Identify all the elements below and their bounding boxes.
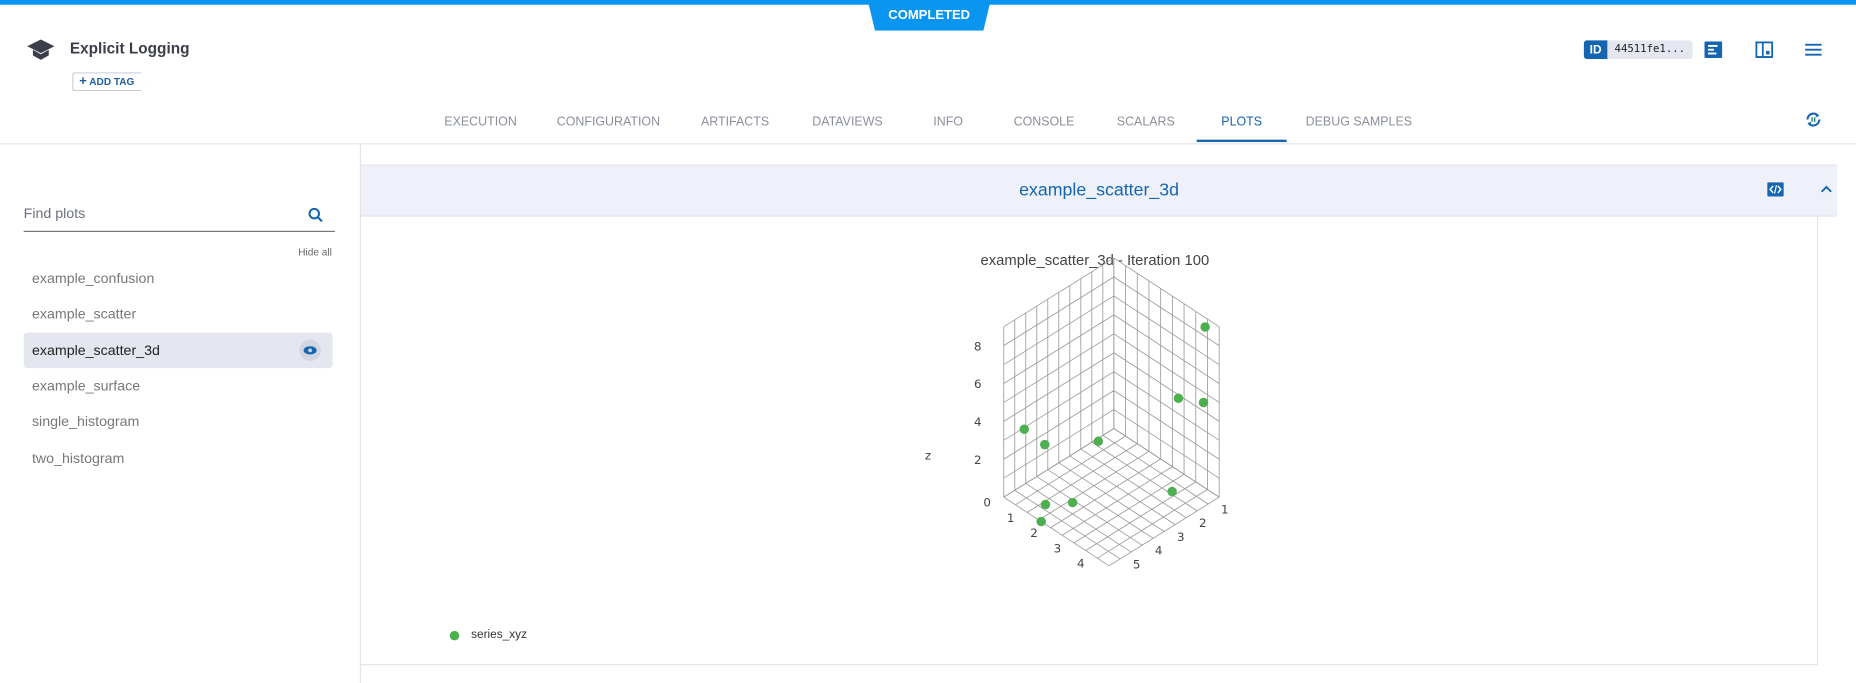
chevron-up-icon[interactable] [1820, 185, 1832, 193]
experiment-title: Explicit Logging [69, 39, 190, 57]
grid-line [1058, 462, 1165, 532]
data-point [1200, 322, 1210, 332]
grid-line [1003, 390, 1115, 460]
data-point [1067, 497, 1078, 508]
plot-card: example_scatter_3d - Iteration 100 serie… [361, 214, 1819, 666]
grid-line [1025, 483, 1132, 553]
grid-line [1014, 489, 1121, 560]
data-point [1167, 486, 1177, 497]
grid-line [1003, 257, 1115, 328]
tab-debug-samples[interactable]: DEBUG SAMPLES [1305, 114, 1413, 130]
grid-line [1091, 441, 1198, 512]
hide-all-link[interactable]: Hide all [298, 246, 332, 259]
tab-plots[interactable]: PLOTS [1221, 114, 1263, 130]
z-tick-label: 4 [974, 415, 982, 429]
grid-line [1036, 476, 1143, 546]
plot-group-title: example_scatter_3d [1019, 179, 1179, 201]
tab-bar: EXECUTION CONFIGURATION ARTIFACTS DATAVI… [0, 102, 1856, 142]
grid-line [1003, 276, 1115, 346]
grid-line [1113, 257, 1220, 328]
x-tick-label: 1 [1007, 511, 1015, 525]
grid-line [1113, 371, 1220, 441]
y-tick-label: 4 [1155, 544, 1163, 558]
eye-icon[interactable] [299, 339, 321, 362]
y-tick-label: 1 [1221, 502, 1229, 516]
tab-info[interactable]: INFO [933, 114, 963, 130]
id-badge[interactable]: ID 44511fe1... [1583, 40, 1693, 60]
z-tick-label: 2 [974, 453, 982, 467]
grid-line [1113, 390, 1220, 460]
y-tick-label: 3 [1177, 530, 1185, 544]
add-tag-button[interactable]: + ADD TAG [72, 72, 150, 92]
y-tick-label: 2 [1199, 516, 1207, 530]
layout-icon[interactable] [1755, 41, 1774, 58]
data-point [1198, 397, 1209, 408]
info-panel-icon[interactable] [1704, 41, 1723, 58]
grid-line [1108, 496, 1220, 567]
tab-configuration[interactable]: CONFIGURATION [556, 114, 661, 130]
plus-icon: + [79, 74, 87, 89]
grid-line [1113, 333, 1220, 403]
plot-list-item[interactable]: single_histogram [31, 413, 140, 430]
grid-line [1113, 276, 1220, 346]
tab-artifacts[interactable]: ARTIFACTS [700, 114, 770, 130]
embed-code-icon[interactable] [1767, 182, 1784, 197]
data-point [1093, 436, 1104, 447]
grid-line [1113, 409, 1220, 479]
plots-sidebar [0, 144, 362, 683]
data-point [1040, 439, 1050, 450]
data-point [1036, 516, 1046, 527]
z-axis-label: z [925, 448, 931, 462]
graduation-cap-icon [27, 39, 55, 60]
tab-dataviews[interactable]: DATAVIEWS [812, 114, 883, 130]
data-point [1173, 393, 1184, 404]
tab-execution[interactable]: EXECUTION [444, 114, 517, 130]
legend-item[interactable]: series_xyz [449, 629, 527, 642]
grid-line [1080, 448, 1187, 519]
plot-title: example_scatter_3d - Iteration 100 [980, 252, 1210, 269]
tab-console[interactable]: CONSOLE [1013, 114, 1075, 130]
grid-line [1113, 314, 1220, 384]
search-icon[interactable] [308, 207, 323, 223]
z-tick-label: 6 [974, 377, 982, 391]
menu-icon[interactable] [1805, 43, 1822, 57]
x-tick-label: 3 [1054, 541, 1062, 555]
grid-line [1003, 409, 1115, 479]
find-plots-input[interactable]: Find plots [23, 201, 335, 232]
active-tab-indicator [1196, 139, 1287, 143]
grid-line [1102, 435, 1209, 505]
plot-list-item[interactable]: two_histogram [31, 449, 125, 467]
data-point [1019, 424, 1029, 434]
grid-line [1003, 496, 1110, 567]
tab-scalars[interactable]: SCALARS [1116, 114, 1175, 130]
data-point [1040, 499, 1051, 510]
x-tick-label: 2 [1030, 526, 1038, 540]
x-tick-label: 4 [1077, 557, 1085, 571]
plot-list-item[interactable]: example_surface [31, 377, 141, 395]
refresh-pause-icon[interactable] [1804, 110, 1823, 129]
grid-line [1003, 352, 1115, 422]
grid-line [1113, 428, 1220, 498]
z-tick-label: 8 [974, 339, 982, 353]
header-divider [0, 143, 1856, 145]
grid-line [1069, 455, 1176, 525]
grid-line [1113, 295, 1220, 365]
y-tick-label: 5 [1133, 557, 1141, 571]
plot-list-item[interactable]: example_scatter_3d [23, 332, 333, 369]
plot-group-header: example_scatter_3d [361, 164, 1838, 217]
plot-list-item[interactable]: example_confusion [31, 269, 155, 287]
x-tick-label: 0 [983, 496, 991, 510]
status-badge: COMPLETED [867, 0, 991, 31]
grid-line [1047, 469, 1154, 539]
legend-marker [449, 630, 460, 640]
grid-line [1003, 314, 1115, 384]
grid-line [1113, 352, 1220, 422]
grid-line [1003, 295, 1115, 365]
plot-list-item[interactable]: example_scatter [31, 305, 137, 322]
grid-line [1003, 333, 1115, 403]
